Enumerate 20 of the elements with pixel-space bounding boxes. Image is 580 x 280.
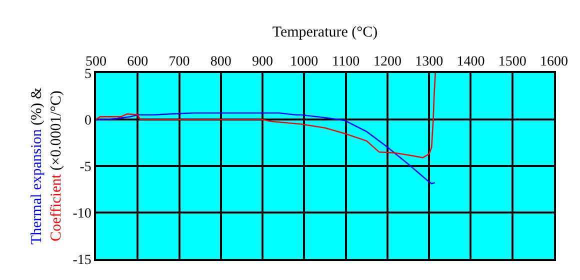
text: Coefficient (×0.0001/°C) xyxy=(48,90,65,242)
y-tick-label: -10 xyxy=(72,206,92,222)
line-series xyxy=(96,73,436,158)
x-tick-label: 1600 xyxy=(540,54,568,70)
y-tick-label: -5 xyxy=(80,160,92,175)
x-tick-label: 600 xyxy=(127,54,148,70)
x-tick-label: 1200 xyxy=(373,54,402,70)
x-tick-label: 1400 xyxy=(456,54,485,70)
x-axis-title: Temperature (°C) xyxy=(272,24,378,40)
x-tick-label: 700 xyxy=(168,54,190,70)
x-tick-label: 900 xyxy=(252,54,274,70)
x-tick-label: 1300 xyxy=(415,54,444,70)
line-series xyxy=(96,112,436,184)
y-tick-label: -15 xyxy=(72,252,92,268)
text: Thermal expansion (%) & xyxy=(29,87,46,245)
x-tick-label: 800 xyxy=(210,54,232,70)
x-tick-label: 1500 xyxy=(498,54,526,70)
x-tick-label: 1000 xyxy=(290,54,318,70)
y-tick-label: 0 xyxy=(84,113,92,128)
x-tick-label: 1100 xyxy=(332,54,360,70)
